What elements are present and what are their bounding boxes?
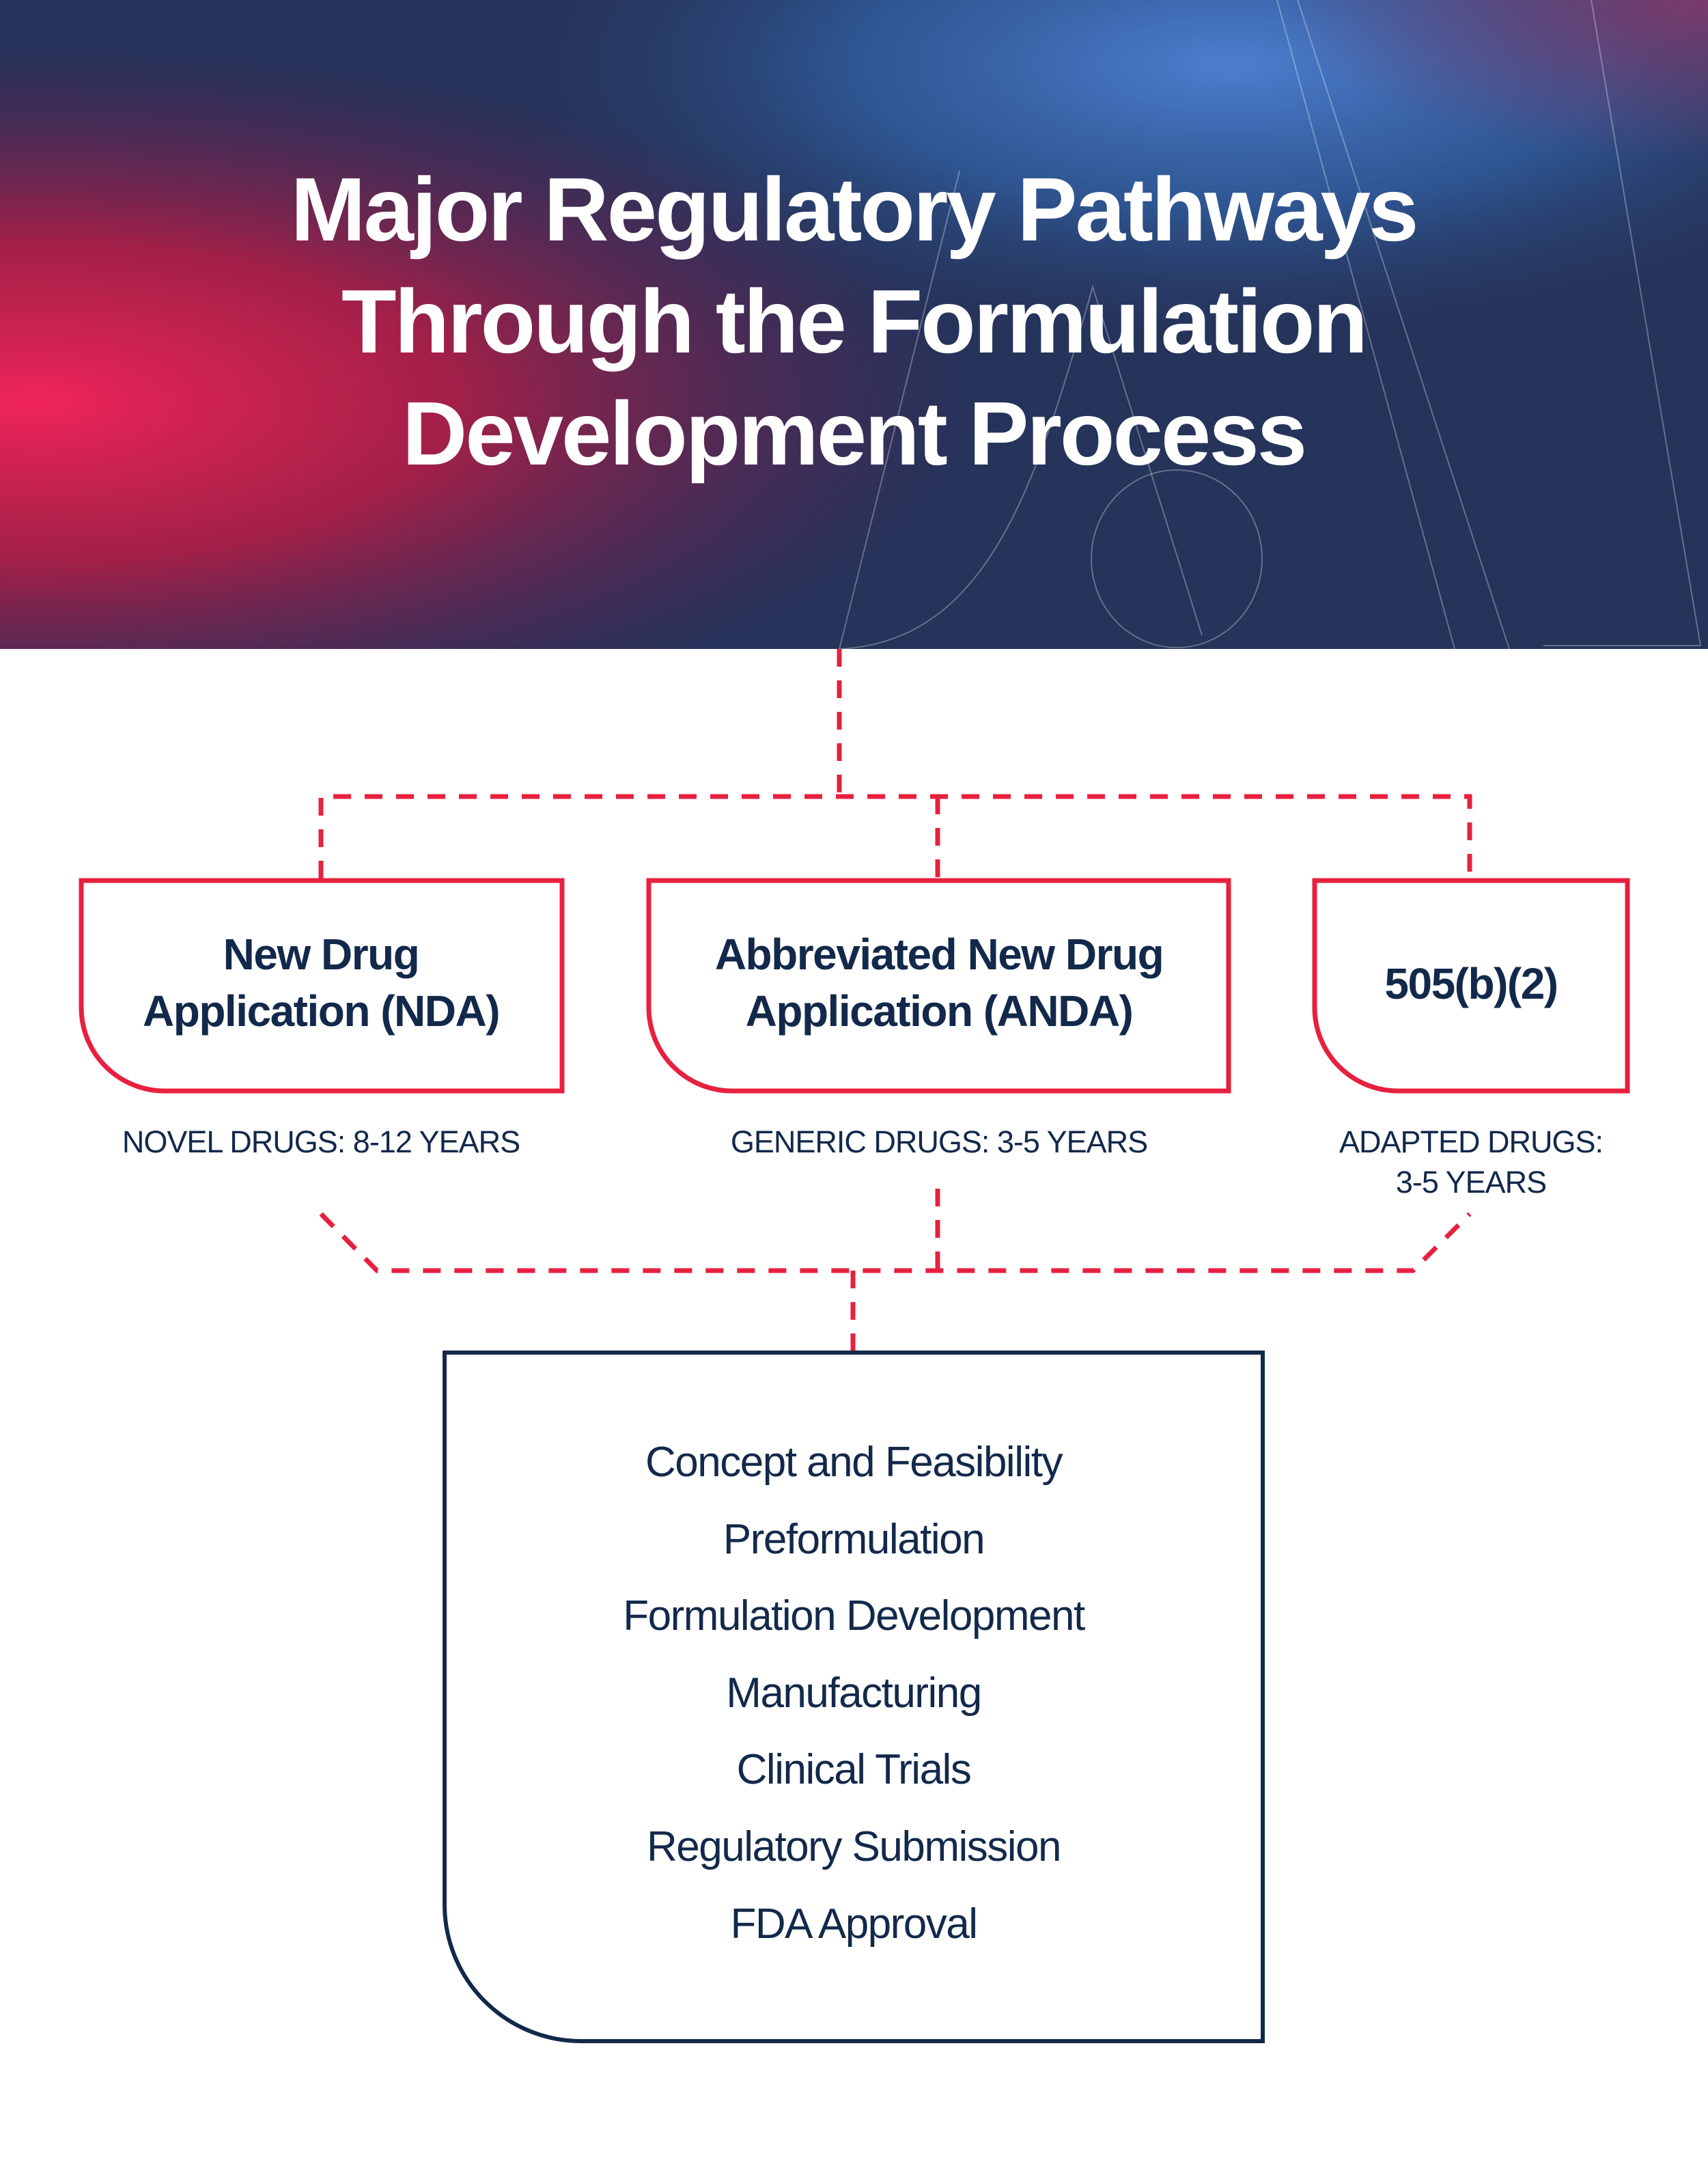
anda-name-line-2: Application (ANDA)	[746, 986, 1133, 1036]
505b2-timeline-label-line-2: 3-5 YEARS	[1396, 1165, 1546, 1200]
505b2-name: 505(b)(2)	[1384, 959, 1557, 1008]
title-line-2: Through the Formulation	[341, 271, 1366, 372]
title-line-3: Development Process	[402, 383, 1305, 484]
process-step: Concept and Feasibility	[645, 1439, 1063, 1486]
process-step: Clinical Trials	[737, 1746, 971, 1793]
process-step: Regulatory Submission	[647, 1823, 1061, 1870]
process-step: FDA Approval	[730, 1900, 977, 1948]
pathway-anda: Abbreviated New Drug Application (ANDA) …	[646, 878, 1231, 1159]
pathway-505b2: 505(b)(2) ADAPTED DRUGS: 3-5 YEARS	[1312, 878, 1630, 1200]
title-line-1: Major Regulatory Pathways	[291, 159, 1417, 260]
anda-timeline-label: GENERIC DRUGS: 3-5 YEARS	[731, 1124, 1147, 1159]
formulation-process-box: Concept and Feasibility Preformulation F…	[443, 1351, 1265, 2043]
anda-box	[646, 878, 1231, 1094]
top-connectors	[318, 649, 1472, 878]
process-box-outline	[443, 1351, 1265, 2043]
nda-timeline-label: NOVEL DRUGS: 8-12 YEARS	[122, 1124, 520, 1159]
process-step: Formulation Development	[623, 1592, 1085, 1639]
decorative-outline-shapes	[839, 0, 1702, 650]
process-step: Preformulation	[723, 1516, 984, 1563]
pathway-nda: New Drug Application (NDA) NOVEL DRUGS: …	[79, 878, 565, 1159]
nda-box	[79, 878, 565, 1094]
process-step: Manufacturing	[726, 1670, 981, 1717]
nda-name-line-2: Application (NDA)	[143, 986, 499, 1036]
505b2-timeline-label-line-1: ADAPTED DRUGS:	[1339, 1124, 1603, 1159]
anda-name-line-1: Abbreviated New Drug	[715, 930, 1163, 979]
505b2-box	[1312, 878, 1630, 1094]
nda-name-line-1: New Drug	[223, 930, 419, 979]
header-banner: Major Regulatory Pathways Through the Fo…	[0, 0, 1708, 650]
bottom-connectors	[319, 1189, 1472, 1351]
